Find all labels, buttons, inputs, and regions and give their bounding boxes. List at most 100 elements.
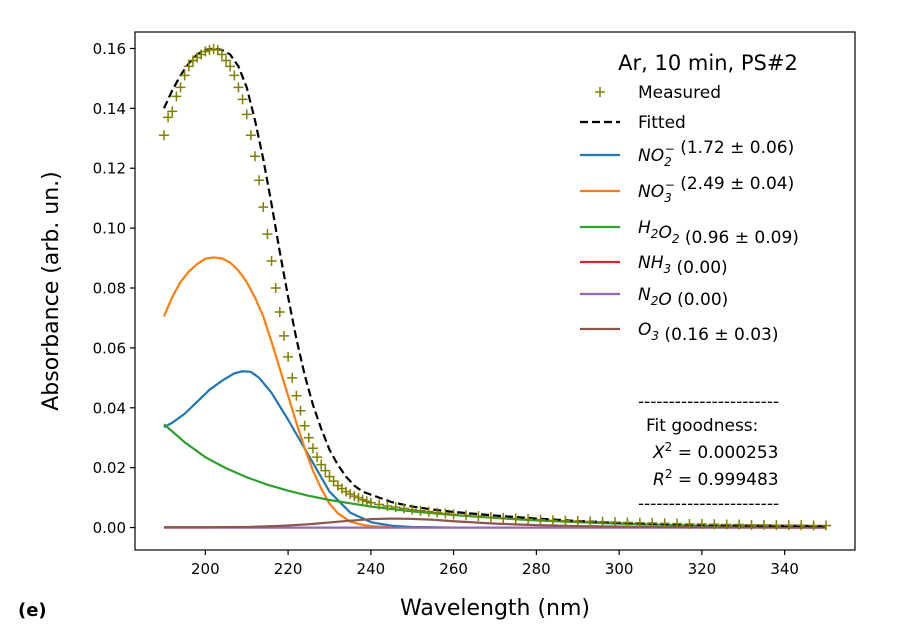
legend-entry-no3: NO3− (2.49 ± 0.04) <box>580 174 794 205</box>
y-tick-label: 0.10 <box>93 220 126 238</box>
measured-point <box>208 44 219 55</box>
measured-point <box>461 510 472 521</box>
legend-label-base: H <box>638 218 651 238</box>
annotation-heading: Fit goodness: <box>646 416 758 436</box>
measured-point <box>266 256 277 267</box>
legend-label: O3 (0.16 ± 0.03) <box>638 320 778 345</box>
r-squared-symbol: R <box>653 470 665 490</box>
measured-point <box>821 520 832 531</box>
legend-entry-o3: O3 (0.16 ± 0.03) <box>580 320 778 345</box>
measured-point <box>758 519 769 530</box>
legend-label-value: (2.49 ± 0.04) <box>675 174 794 194</box>
measured-point <box>808 520 819 531</box>
legend-label-base: NO <box>638 182 664 202</box>
legend-label-base: NO <box>638 146 664 166</box>
measured-point <box>374 499 385 510</box>
x-tick-label: 220 <box>274 560 303 578</box>
legend-label-base-2: O <box>658 290 671 310</box>
axes: 200 220 240 260 280 300 320 340 0.00 0.02 0.04 0.06… <box>39 31 856 621</box>
annotation-divider-top: ----------------------- <box>638 392 779 412</box>
legend-entry-no2: NO2− (1.72 ± 0.06) <box>580 138 794 169</box>
y-tick-label: 0.00 <box>93 519 126 537</box>
measured-point <box>341 486 352 497</box>
measured-point <box>473 511 484 522</box>
legend-label: NO2− (1.72 ± 0.06) <box>638 138 794 169</box>
legend-entry-fitted: Fitted <box>580 113 686 133</box>
measured-point <box>254 175 265 186</box>
measured-point <box>572 515 583 526</box>
x-axis-label: Wavelength (nm) <box>400 596 590 621</box>
legend-entry-measured: Measured <box>595 83 721 103</box>
measured-point <box>183 61 194 72</box>
legend-label-subscript: 2 <box>651 294 659 308</box>
measured-point <box>432 507 443 518</box>
x-tick-label: 200 <box>191 560 220 578</box>
measured-point <box>287 372 298 383</box>
legend-label-base: Measured <box>638 83 721 103</box>
measured-point <box>448 509 459 520</box>
measured-point <box>610 517 620 528</box>
legend-label-base: NH <box>638 253 664 273</box>
panel-label: (e) <box>18 600 47 621</box>
measured-point <box>312 452 323 463</box>
legend-label: Fitted <box>638 113 686 133</box>
measured-point <box>233 82 244 93</box>
measured-point <box>212 44 223 55</box>
measured-point <box>278 330 289 341</box>
y-tick-label: 0.06 <box>93 339 126 357</box>
legend-label: NO3− (2.49 ± 0.04) <box>638 174 794 205</box>
measured-point <box>237 94 248 105</box>
legend-title: Ar, 10 min, PS#2 <box>618 51 798 75</box>
measured-point <box>270 283 281 294</box>
x-tick-label: 260 <box>439 560 468 578</box>
measured-point <box>398 503 409 514</box>
measured-point <box>535 514 546 525</box>
measured-point <box>771 520 782 531</box>
legend-label-value: (1.72 ± 0.06) <box>675 138 794 158</box>
series-no3-line <box>162 256 392 529</box>
fit-goodness-annotation: ----------------------- Fit goodness: X2 =… <box>638 392 779 514</box>
y-tick-label: 0.16 <box>93 40 126 58</box>
measured-point <box>734 519 745 530</box>
measured-point <box>307 443 318 454</box>
measured-point <box>274 306 285 317</box>
x-tick-label: 340 <box>770 560 799 578</box>
y-tick-label: 0.08 <box>93 280 126 298</box>
measured-point <box>245 130 256 141</box>
measured-point <box>295 405 306 416</box>
measured-point <box>721 519 732 530</box>
measured-point <box>299 420 310 431</box>
measured-point <box>415 505 426 516</box>
axes-frame <box>134 31 856 551</box>
measured-point <box>709 519 720 530</box>
measured-point <box>175 82 186 93</box>
measured-point <box>510 513 521 524</box>
measured-point <box>585 516 596 527</box>
measured-point <box>365 497 376 508</box>
plot-area <box>158 44 832 531</box>
r-squared-power: 2 <box>665 467 673 481</box>
measured-point <box>171 91 182 102</box>
r-squared-value: = 0.999483 <box>672 470 778 490</box>
x-tick-label: 320 <box>688 560 717 578</box>
legend-label-subscript: 2 <box>651 227 659 241</box>
annotation-divider-bottom: ----------------------- <box>638 494 779 514</box>
measured-point <box>390 502 401 513</box>
x-tick-label: 300 <box>605 560 634 578</box>
y-tick-label: 0.02 <box>93 459 126 477</box>
r-squared: R2 = 0.999483 <box>653 467 779 490</box>
legend-entry-n2o: N2O (0.00) <box>580 285 728 310</box>
measured-point <box>349 491 360 502</box>
legend-label-superscript: − <box>665 142 675 156</box>
measured-point <box>225 61 236 72</box>
measured-point <box>291 390 302 401</box>
measured-point <box>547 515 558 526</box>
measured-point <box>361 496 372 507</box>
series-o3-line <box>163 517 827 529</box>
measured-point <box>622 517 633 528</box>
measured-point <box>659 518 670 529</box>
legend-label-value: (0.96 ± 0.09) <box>679 228 798 248</box>
measured-point <box>796 520 807 531</box>
